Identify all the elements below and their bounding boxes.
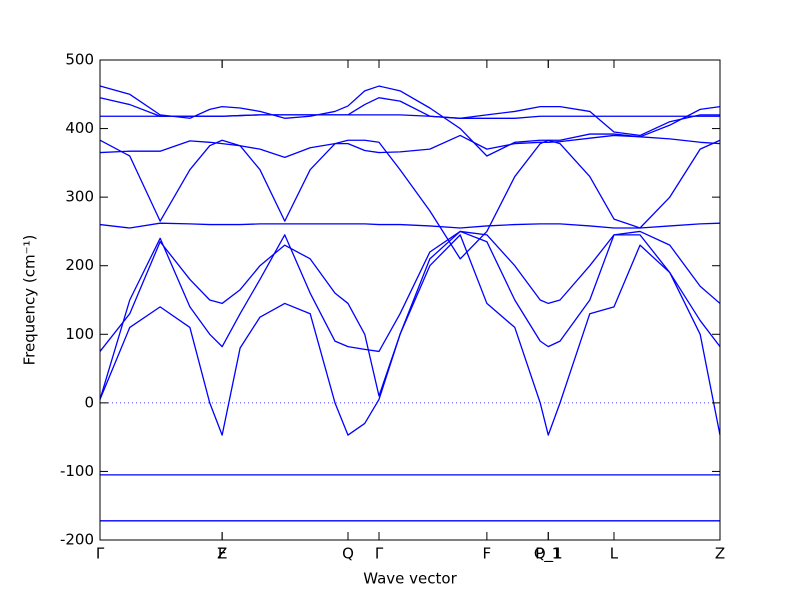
y-tick-label: 500 [65,51,94,69]
band-line [99,222,721,229]
plot-frame [99,59,721,541]
y-tick-label: 300 [65,188,94,206]
y-tick-label: 400 [65,119,94,137]
y-axis-label: Frequency (cm⁻¹) [21,235,39,366]
band-line [99,134,721,159]
band-line [100,114,720,119]
x-tick-label: Γ [96,545,105,563]
x-tick-label: F [483,545,492,563]
y-tick-label: -100 [60,462,94,480]
x-tick-label: Γ [375,545,384,563]
x-axis-label: Wave vector [363,570,457,588]
band-line [99,230,721,397]
y-tick-label: 0 [84,393,94,411]
y-tick-label: -200 [60,531,94,549]
x-tick-label: Q_1 [534,545,563,564]
x-tick-label: Z [217,545,227,563]
x-tick-label: L [610,545,619,563]
y-tick-label: 200 [65,256,94,274]
x-tick-label: F [218,545,227,563]
band-line [99,230,721,400]
x-tick-label: Z [715,545,725,563]
x-tick-label: Q [342,545,354,563]
band-line [99,85,721,157]
y-tick-label: 100 [65,325,94,343]
x-tick-label: P_1 [535,545,561,564]
